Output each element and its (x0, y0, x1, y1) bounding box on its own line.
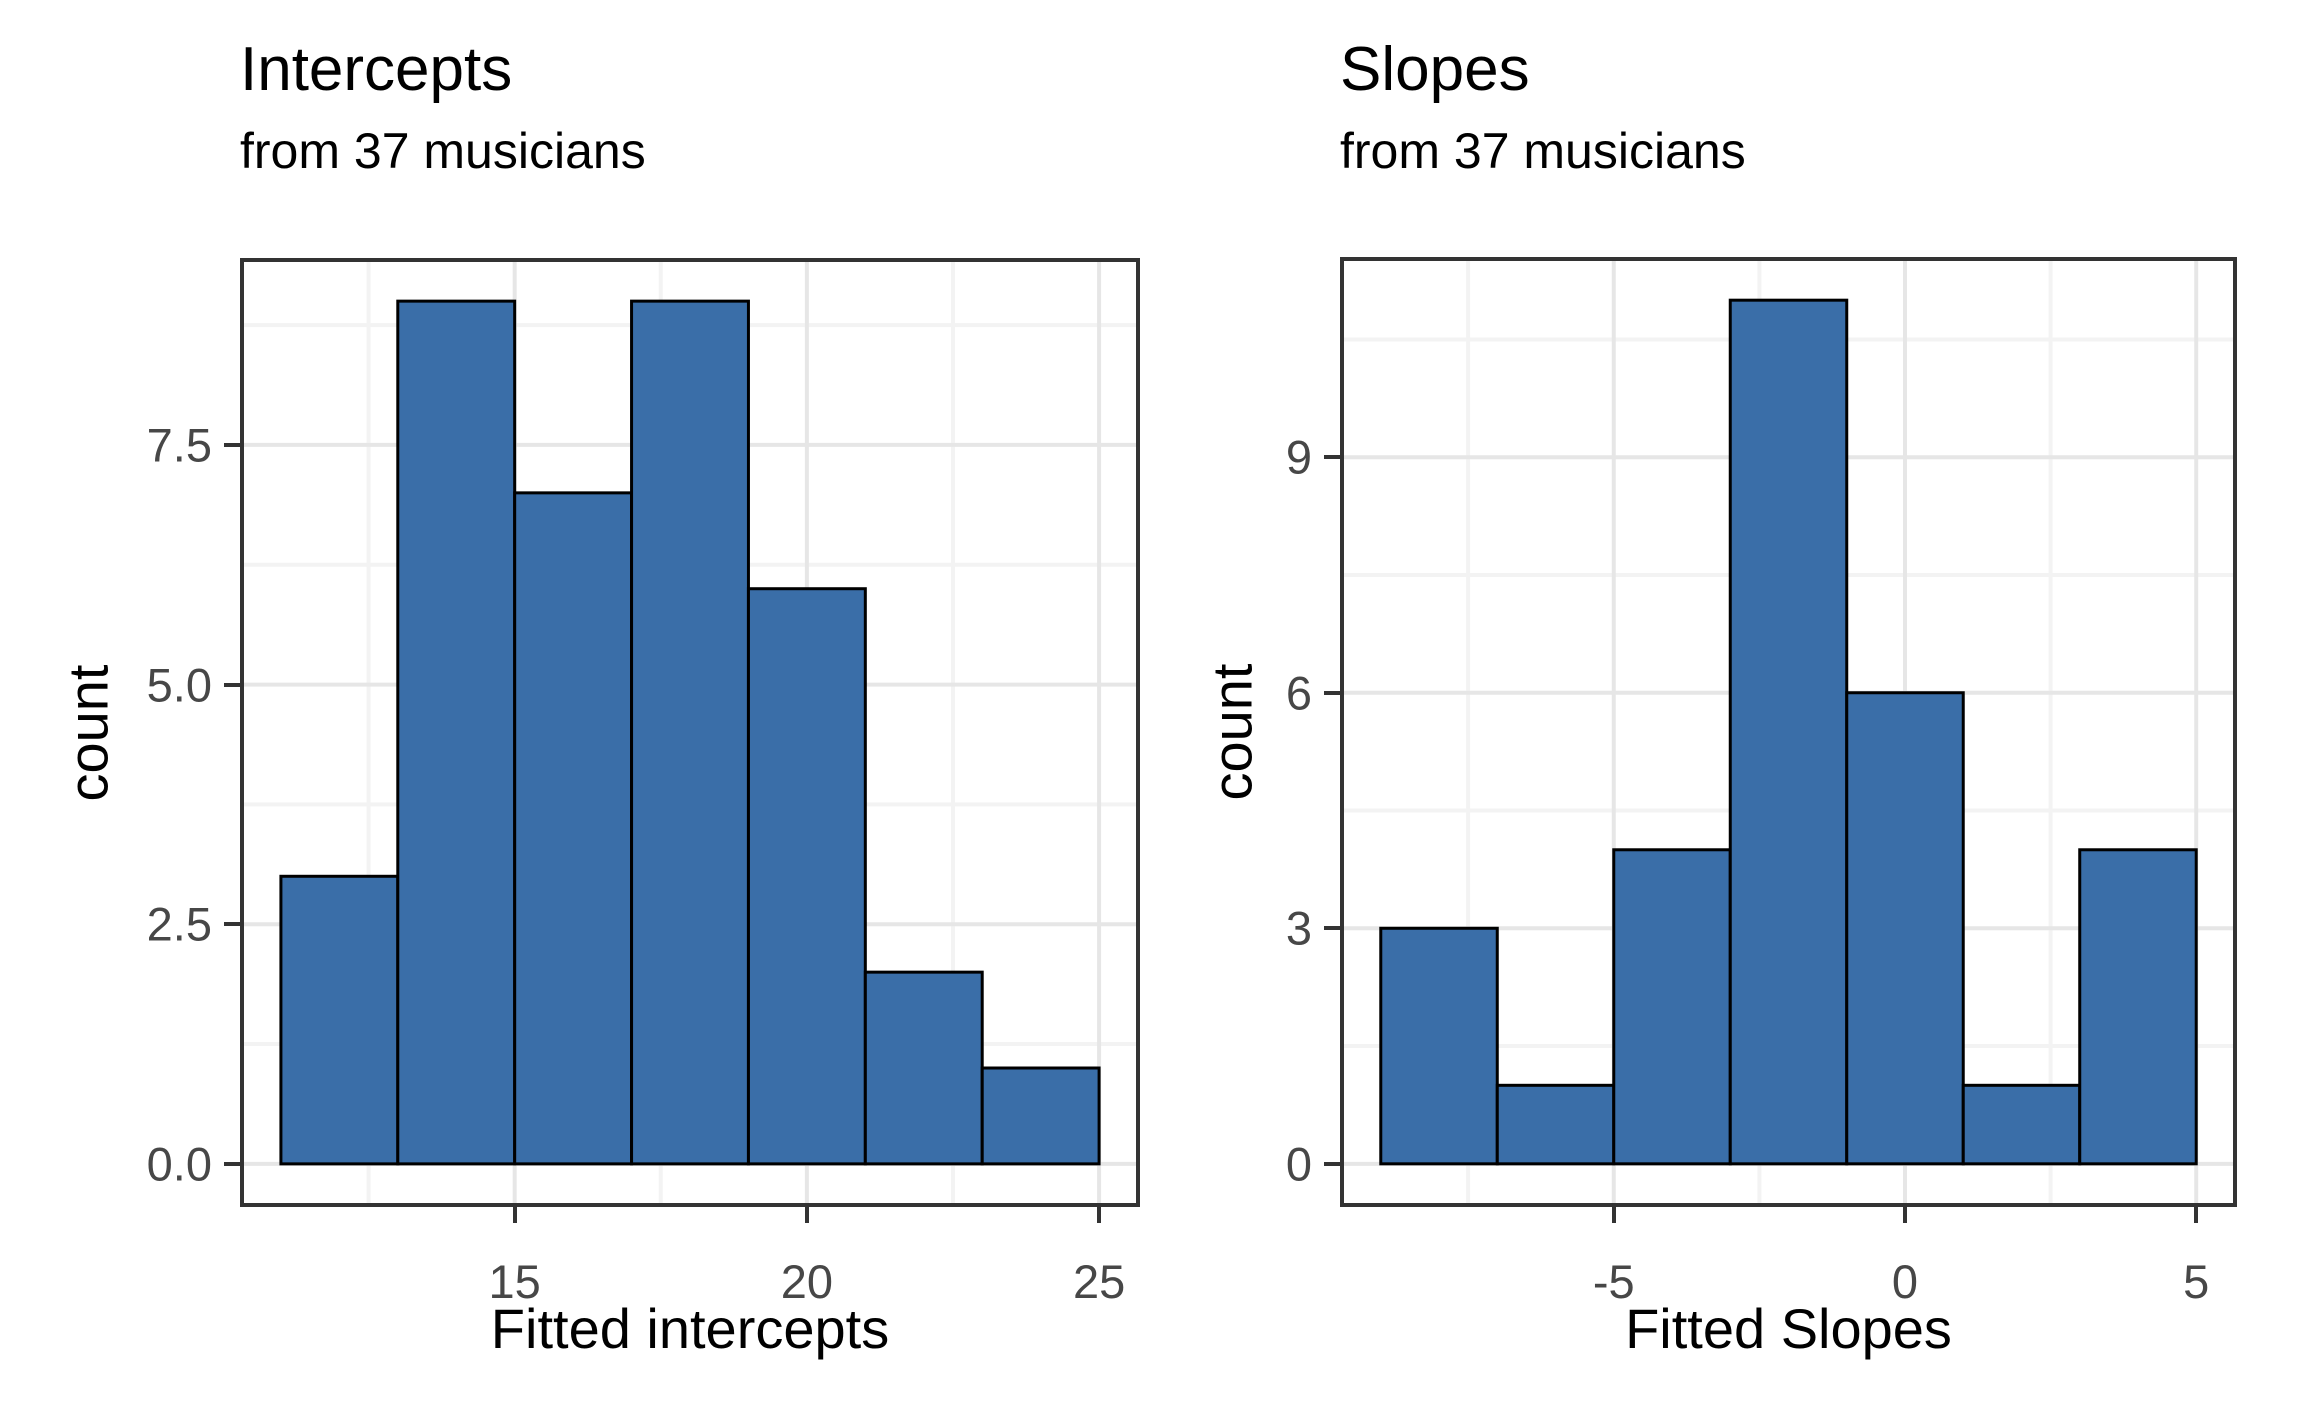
histogram-bar (279, 874, 400, 1166)
histogram-bar (2078, 848, 2198, 1166)
x-tick-label: 5 (2183, 1255, 2210, 1308)
y-tick-label: 7.5 (146, 418, 212, 472)
histogram-bar (1379, 926, 1499, 1166)
y-tick-label: 3 (1285, 901, 1312, 955)
x-axis-title: Fitted intercepts (490, 1297, 890, 1360)
y-tick-label: 2.5 (146, 897, 212, 951)
y-tick-label: 5.0 (146, 658, 212, 712)
x-tick-mark (512, 1207, 517, 1223)
y-tick-mark (1324, 690, 1340, 695)
y-tick-mark (1324, 926, 1340, 931)
chart-title: Intercepts (240, 35, 513, 104)
histogram-bar (1495, 1083, 1616, 1166)
chart-subtitle: from 37 musicians (1340, 123, 1746, 179)
y-tick-mark (1324, 1161, 1340, 1166)
x-tick-mark (804, 1207, 809, 1223)
x-axis-title: Fitted Slopes (1625, 1297, 1952, 1360)
x-tick-mark (1097, 1207, 1102, 1223)
histogram-bar (746, 587, 867, 1166)
y-tick-mark (224, 442, 240, 447)
histogram-bar (1961, 1083, 2082, 1166)
histogram-bar (980, 1066, 1101, 1166)
x-tick-mark (1611, 1207, 1616, 1223)
x-tick-label: -5 (1592, 1255, 1635, 1308)
chart-subtitle: from 37 musicians (240, 123, 646, 179)
x-tick-label: 0 (1891, 1255, 1919, 1308)
x-tick-label: 15 (488, 1255, 541, 1308)
x-tick-label: 25 (1072, 1255, 1126, 1308)
y-tick-mark (224, 682, 240, 687)
y-tick-mark (1324, 455, 1340, 460)
histogram-bar (513, 491, 634, 1166)
histogram-bar (1728, 298, 1849, 1166)
y-tick-mark (224, 1161, 240, 1166)
y-tick-label: 9 (1285, 430, 1312, 484)
y-tick-label: 0.0 (146, 1137, 212, 1191)
histogram-bar (630, 299, 750, 1166)
plot-panel (240, 258, 1140, 1207)
y-tick-mark (224, 922, 240, 927)
histogram-bar (863, 970, 984, 1166)
y-tick-label: 0 (1285, 1137, 1312, 1191)
chart-title: Slopes (1340, 35, 1530, 104)
x-tick-mark (2194, 1207, 2199, 1223)
histogram-bar (1845, 691, 1965, 1166)
x-tick-label: 20 (780, 1255, 834, 1308)
plot-panel (1340, 257, 2237, 1207)
histogram-bar (396, 299, 517, 1166)
panel-border (1340, 257, 2237, 1207)
x-tick-mark (1902, 1207, 1907, 1223)
panel-border (240, 258, 1140, 1207)
y-tick-label: 6 (1285, 666, 1312, 720)
histogram-bar (1612, 848, 1732, 1166)
